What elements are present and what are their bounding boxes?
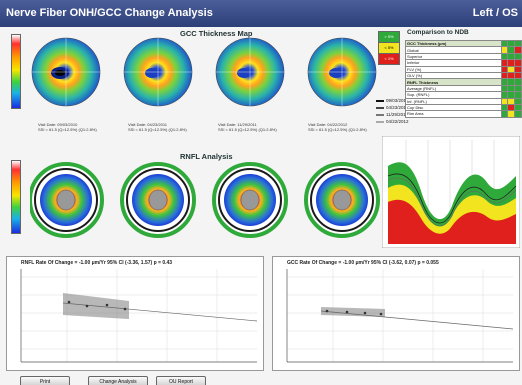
gcc-map-4 <box>307 37 377 107</box>
table-row: GLV (%) <box>405 71 522 80</box>
legend-item: 09/03/2010 <box>376 97 409 104</box>
table-row: Inferior <box>405 59 522 67</box>
legend-item: 04/22/2012 <box>376 118 409 125</box>
gcc-map-1-caption: Visit Date: 09/03/2010 SSI = 61.5 (Q=12.5… <box>38 122 97 132</box>
rnfl-trend-plot <box>20 269 258 363</box>
gcc-section-title: GCC Thickness Map <box>180 29 253 38</box>
table-row: Inf. (RNFL) <box>405 97 522 105</box>
table-row: RNFL Thickness <box>405 78 522 86</box>
gcc-trend-panel: GCC Rate Of Change = -1.00 μm/Yr 95% CI … <box>272 256 520 371</box>
rnfl-map-2 <box>120 162 196 238</box>
table-row: Sup. (RNFL) <box>405 91 522 99</box>
gcc-thickness-maps <box>31 37 377 107</box>
rnfl-map-3 <box>212 162 288 238</box>
eye-label: Left / OS <box>472 7 518 19</box>
ndb-status-key: > 5% < 5% < 1% <box>378 31 400 65</box>
gcc-map-2 <box>123 37 193 107</box>
window-title: Nerve Fiber ONH/GCC Change Analysis <box>6 7 213 19</box>
table-row: Cup Disc <box>405 103 522 112</box>
status-outside: < 1% <box>378 54 400 65</box>
gcc-map-3 <box>215 37 285 107</box>
rnfl-map-1 <box>30 162 104 238</box>
gcc-color-scale <box>11 34 21 109</box>
status-borderline: < 5% <box>378 43 400 54</box>
rnfl-section-title: RNFL Analysis <box>180 152 233 161</box>
legend-item: 11/29/2011 <box>376 111 409 118</box>
ndb-title: Comparison to NDB <box>407 29 469 36</box>
gcc-trend-plot <box>286 269 514 363</box>
title-bar: Nerve Fiber ONH/GCC Change Analysis Left… <box>0 0 522 27</box>
gcc-map-1 <box>31 37 101 107</box>
legend-item: 04/23/2011 <box>376 104 409 111</box>
status-normal: > 5% <box>378 31 400 43</box>
visit-date-legend: 09/03/2010 04/23/2011 11/29/2011 04/22/2… <box>376 97 409 125</box>
table-row: Rim Area <box>405 110 522 118</box>
table-row: Average (RNFL) <box>405 84 522 93</box>
gcc-trend-header: GCC Rate Of Change = -1.00 μm/Yr 95% CI … <box>287 260 439 266</box>
ndb-table: GCC Thickness (μm) Global Superior Infer… <box>405 39 522 118</box>
tsnit-profile-plot <box>382 136 520 248</box>
change-analysis-button[interactable]: Change Analysis <box>88 376 148 385</box>
rnfl-trend-panel: RNFL Rate Of Change = -1.00 μm/Yr 95% CI… <box>6 256 264 371</box>
rnfl-trend-header: RNFL Rate Of Change = -1.00 μm/Yr 95% CI… <box>21 260 173 266</box>
rnfl-maps <box>30 162 380 238</box>
print-button[interactable]: Print <box>20 376 70 385</box>
rnfl-color-scale <box>11 160 21 234</box>
rnfl-map-4 <box>304 162 380 238</box>
ou-report-button[interactable]: OU Report <box>156 376 206 385</box>
gcc-map-2-caption: Visit Date: 04/23/2011 SSI = 61.5 (Q=12.5… <box>128 122 187 132</box>
gcc-map-4-caption: Visit Date: 04/22/2012 SSI = 61.5 (Q=12.5… <box>308 122 367 132</box>
table-row: FLV (%) <box>405 65 522 73</box>
gcc-map-3-caption: Visit Date: 11/29/2011 SSI = 61.5 (Q=12.5… <box>218 122 277 132</box>
